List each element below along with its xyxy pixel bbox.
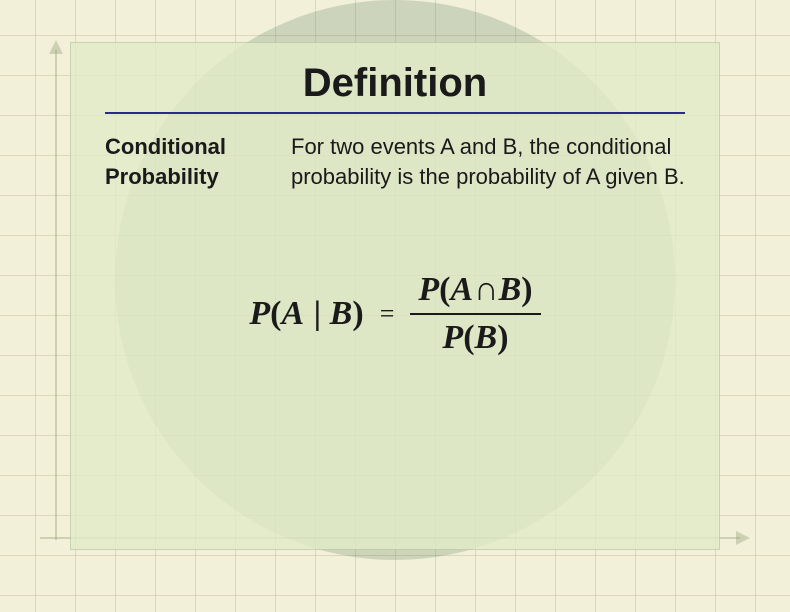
- den-B: B: [475, 319, 498, 356]
- num-P: P: [418, 271, 439, 308]
- lhs-open: (: [270, 295, 281, 332]
- lhs-B: B: [330, 295, 353, 332]
- lhs-A: A: [281, 295, 305, 332]
- num-cap: ∩: [474, 271, 498, 308]
- formula-denominator: P(B): [434, 315, 516, 356]
- num-open: (: [439, 271, 450, 308]
- lhs-P: P: [249, 295, 270, 332]
- den-close: ): [497, 319, 508, 356]
- num-A: A: [450, 271, 474, 308]
- formula-lhs: P(A | B): [249, 295, 363, 333]
- definition-term: Conditional Probability: [105, 132, 265, 191]
- definition-description: For two events A and B, the conditional …: [291, 132, 685, 191]
- formula-numerator: P(A∩B): [410, 271, 540, 312]
- formula: P(A | B) = P(A∩B) P(B): [105, 271, 685, 356]
- den-P: P: [442, 319, 463, 356]
- y-axis-arrow-icon: [55, 50, 57, 540]
- formula-equals: =: [376, 299, 399, 329]
- formula-fraction: P(A∩B) P(B): [410, 271, 540, 356]
- definition-card: Definition Conditional Probability For t…: [70, 42, 720, 550]
- num-B: B: [499, 271, 522, 308]
- lhs-bar: |: [305, 295, 330, 332]
- num-close: ): [521, 271, 532, 308]
- title-rule: [105, 112, 685, 114]
- card-title: Definition: [105, 61, 685, 106]
- lhs-close: ): [352, 295, 363, 332]
- definition-row: Conditional Probability For two events A…: [105, 132, 685, 191]
- den-open: (: [463, 319, 474, 356]
